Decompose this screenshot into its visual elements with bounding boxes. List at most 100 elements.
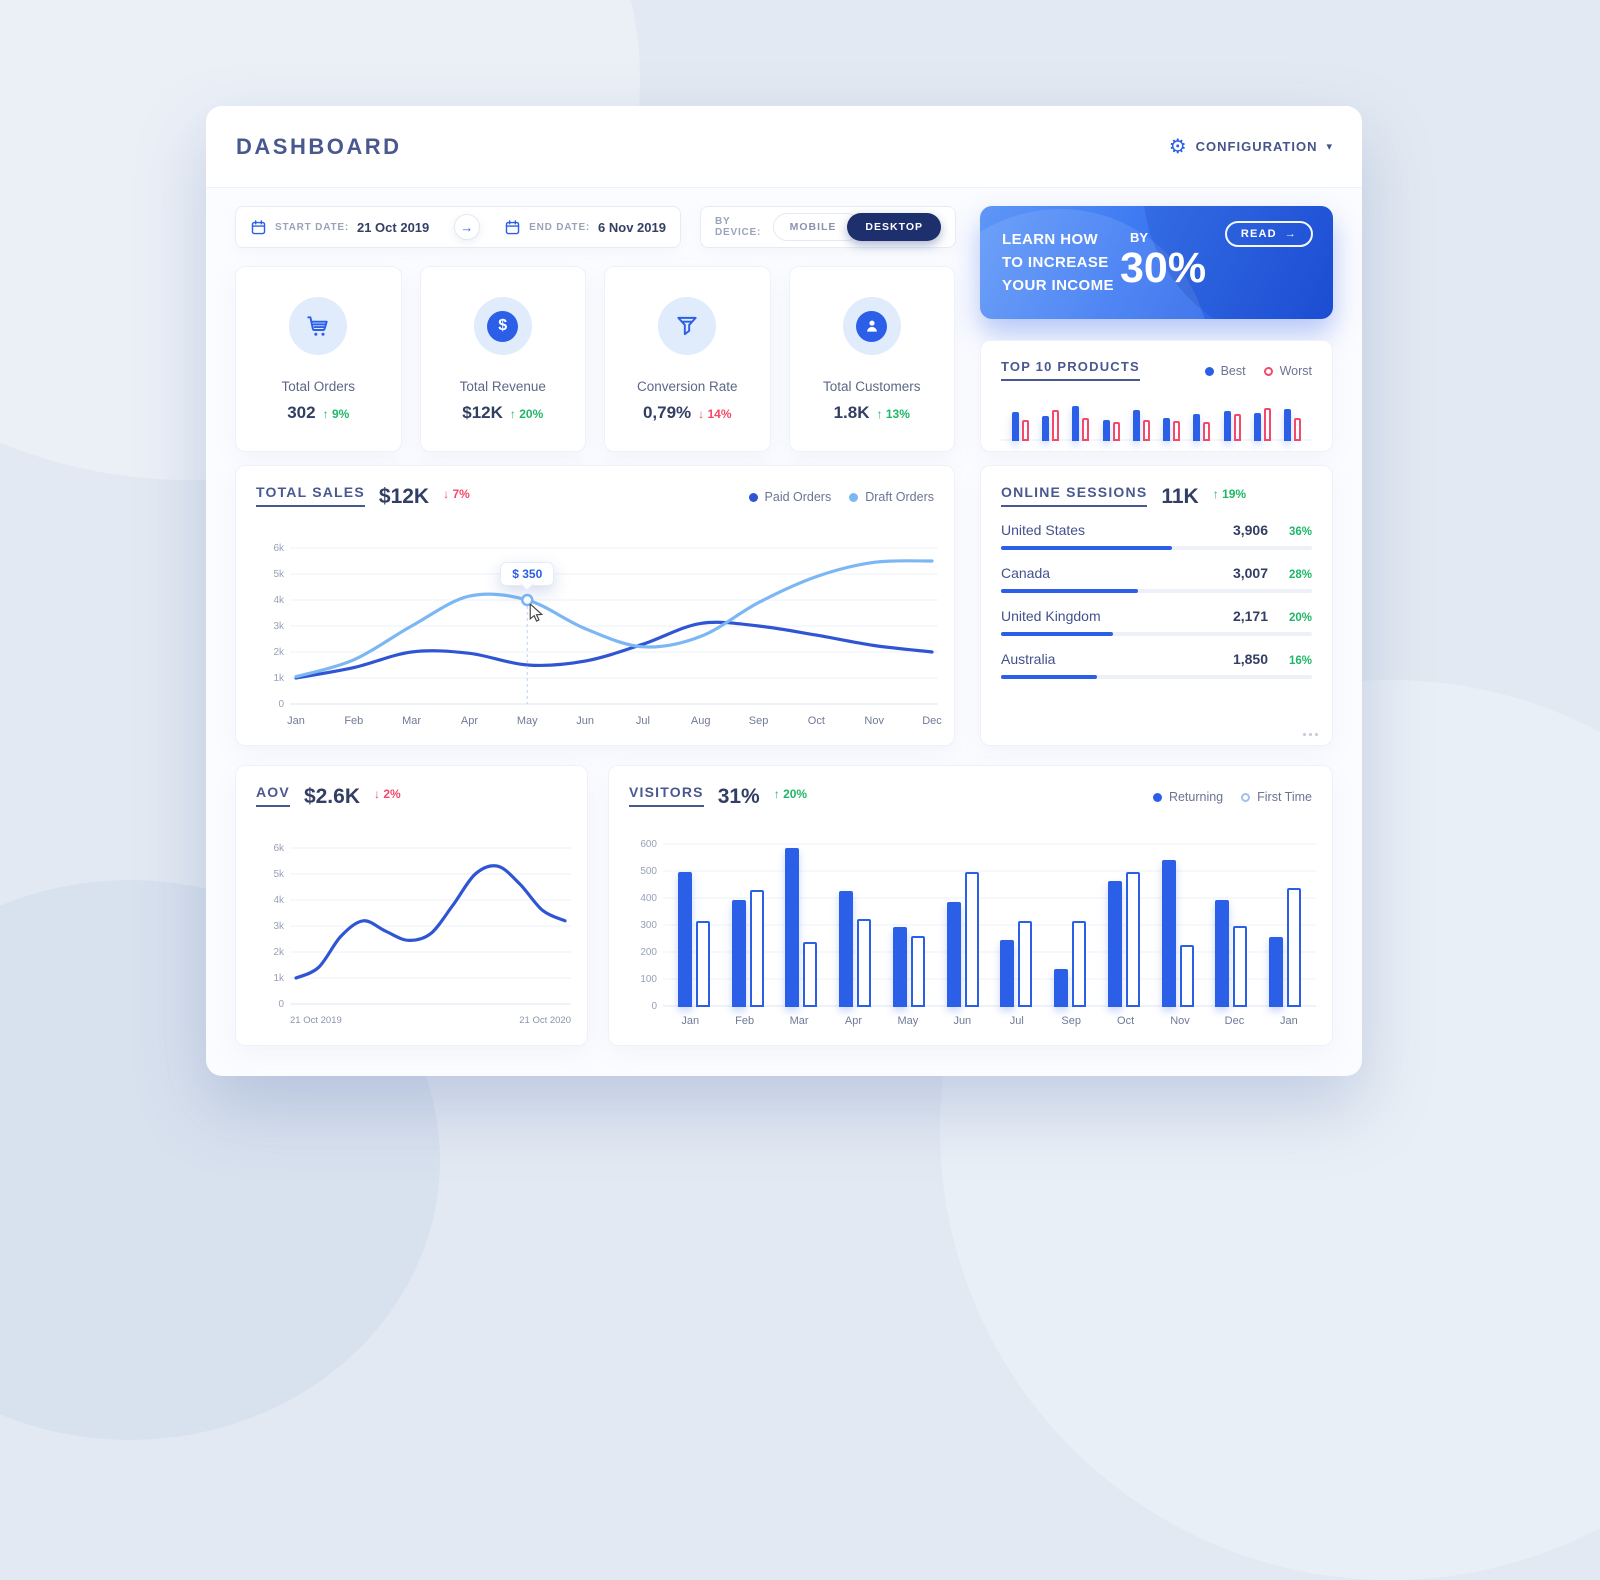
configuration-menu[interactable]: ⚙ CONFIGURATION ▾ <box>1169 137 1332 157</box>
end-date-field[interactable]: END DATE: 6 Nov 2019 <box>504 219 666 236</box>
top-products-header: TOP 10 PRODUCTS Best Worst <box>981 341 1332 381</box>
worst-dot-icon <box>1263 366 1273 376</box>
online-sessions-delta: ↑ 19% <box>1213 487 1246 501</box>
bar-group[interactable] <box>1258 840 1312 1007</box>
returning-bar <box>731 900 746 1007</box>
session-row-united-kingdom: United Kingdom 2,171 20% <box>1001 608 1312 636</box>
visitors-bars <box>663 840 1316 1007</box>
top-products-plot[interactable] <box>1001 397 1312 441</box>
worst-bar <box>1294 418 1302 441</box>
y-axis-label: 0 <box>278 999 284 1010</box>
bar-group[interactable] <box>721 840 775 1007</box>
delta-arrow-icon: ↑ <box>322 407 329 421</box>
progress-fill <box>1001 546 1173 550</box>
progress-fill <box>1001 675 1098 679</box>
bar-group[interactable] <box>1247 397 1277 441</box>
x-axis-label: Oct <box>1117 1015 1135 1027</box>
visitors-plot[interactable] <box>663 840 1316 1007</box>
country-name: Canada <box>1001 565 1051 581</box>
start-date-label: START DATE: <box>275 221 349 233</box>
pagination-dots-icon[interactable] <box>1303 733 1318 736</box>
total-sales-plot[interactable]: $ 350 <box>290 540 938 707</box>
bar-group[interactable] <box>1126 397 1156 441</box>
aov-card: AOV $2.6K ↓ 2% 0 1k 2k 3k 4k 5k 6k 21 Oct 2019 2… <box>235 765 588 1046</box>
worst-bar <box>1082 417 1090 441</box>
session-line: United Kingdom 2,171 20% <box>1001 608 1312 624</box>
visitors-delta: ↑ 20% <box>774 787 807 801</box>
paid-orders-dot-icon <box>748 492 758 502</box>
online-sessions-header: ONLINE SESSIONS 11K ↑ 19% <box>981 466 1332 507</box>
bar-group[interactable] <box>775 840 829 1007</box>
bar-group[interactable] <box>1151 840 1205 1007</box>
legend-returning[interactable]: Returning <box>1152 790 1223 804</box>
best-bar <box>1254 412 1262 441</box>
total-sales-legend: Paid Orders Draft Orders <box>748 490 934 507</box>
online-sessions-list: United States 3,906 36% Canada 3,007 28%… <box>981 522 1332 679</box>
stat-value: $12K <box>462 403 503 422</box>
bar-group[interactable] <box>1096 397 1126 441</box>
arrow-right-icon: → <box>1284 228 1297 240</box>
bar-group[interactable] <box>667 840 721 1007</box>
visitors-value: 31% <box>717 785 760 808</box>
x-axis-label: Jul <box>1009 1015 1024 1027</box>
stat-value-row: 302 ↑ 9% <box>287 403 349 423</box>
read-button[interactable]: READ → <box>1224 221 1313 247</box>
first-time-bar <box>1179 944 1194 1007</box>
first-time-bar <box>1018 920 1033 1007</box>
dollar-circle: $ <box>487 310 519 342</box>
promo-text: LEARN HOW TO INCREASE YOUR INCOME <box>1002 228 1114 297</box>
start-date-value[interactable]: 21 Oct 2019 <box>356 219 430 235</box>
delta-value: 13% <box>885 407 910 421</box>
date-range-arrow-button[interactable]: → <box>453 214 480 240</box>
bar-group[interactable] <box>1205 840 1259 1007</box>
bar-group[interactable] <box>828 840 882 1007</box>
progress-track <box>1001 589 1312 593</box>
bar-group[interactable] <box>882 840 936 1007</box>
stat-value-row: 1.8K ↑ 13% <box>834 403 910 423</box>
device-option-desktop[interactable]: DESKTOP <box>847 213 941 241</box>
y-axis-label: 4k <box>273 595 284 606</box>
bar-group[interactable] <box>1278 397 1308 441</box>
delta-value: 7% <box>452 487 470 501</box>
first-time-bar <box>695 920 710 1007</box>
legend-draft-orders[interactable]: Draft Orders <box>849 490 934 504</box>
bar-group[interactable] <box>1187 397 1217 441</box>
bar-group[interactable] <box>1066 397 1096 441</box>
legend-best[interactable]: Best <box>1204 364 1246 378</box>
bar-group[interactable] <box>1005 397 1035 441</box>
stat-value-row: 0,79% ↓ 14% <box>643 403 732 423</box>
best-bar <box>1102 419 1110 441</box>
delta-arrow-icon: ↑ <box>773 787 780 801</box>
aov-header: AOV $2.6K ↓ 2% <box>236 766 587 807</box>
bar-group[interactable] <box>990 840 1044 1007</box>
draft-orders-dot-icon <box>849 492 859 502</box>
returning-bar <box>892 927 907 1007</box>
x-axis-label: Apr <box>460 715 479 727</box>
stat-card-conversion-rate: Conversion Rate 0,79% ↓ 14% <box>604 266 771 452</box>
bar-group[interactable] <box>936 840 990 1007</box>
end-date-value[interactable]: 6 Nov 2019 <box>598 219 666 235</box>
legend-worst[interactable]: Worst <box>1263 364 1312 378</box>
aov-plot[interactable] <box>290 840 571 1007</box>
x-axis-label: Jan <box>1279 1015 1298 1027</box>
delta-value: 2% <box>383 787 401 801</box>
bar-group[interactable] <box>1156 397 1186 441</box>
start-date-field[interactable]: START DATE: 21 Oct 2019 <box>250 219 429 236</box>
bar-group[interactable] <box>1043 840 1097 1007</box>
session-percent: 28% <box>1288 569 1312 581</box>
x-axis-label: Aug <box>690 715 711 727</box>
arrow-right-icon: → <box>460 219 474 235</box>
stat-label: Conversion Rate <box>636 379 738 394</box>
x-axis-label: 21 Oct 2019 <box>290 1015 342 1026</box>
bar-group[interactable] <box>1035 397 1065 441</box>
bar-group[interactable] <box>1217 397 1247 441</box>
chart-tooltip: $ 350 <box>500 562 555 586</box>
legend-first-time[interactable]: First Time <box>1241 790 1312 804</box>
session-count: 3,906 <box>1232 522 1268 538</box>
visitors-title: VISITORS <box>629 784 704 807</box>
legend-paid-orders[interactable]: Paid Orders <box>748 490 831 504</box>
bar-group[interactable] <box>1097 840 1151 1007</box>
dollar-icon: $ <box>473 297 532 355</box>
read-button-label: READ <box>1240 228 1277 240</box>
delta-value: 9% <box>331 407 350 421</box>
